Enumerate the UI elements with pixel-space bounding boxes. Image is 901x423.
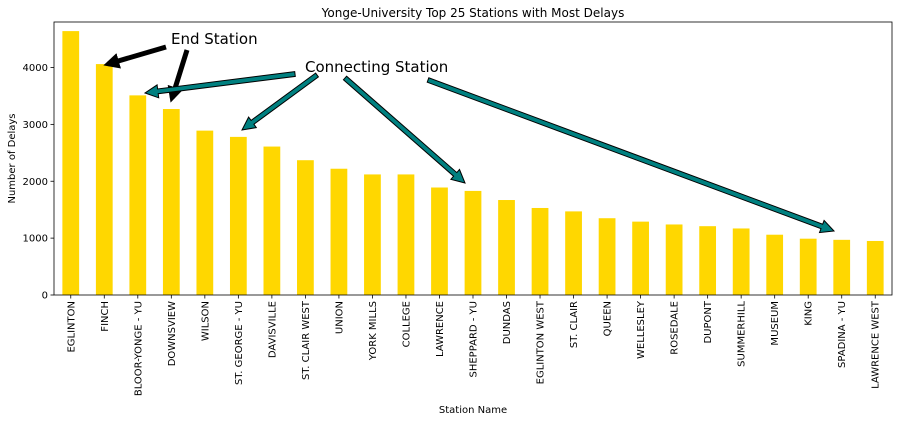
y-tick-label: 2000 (23, 177, 48, 188)
bar-st-clair-west (297, 160, 314, 295)
bar-king (799, 238, 817, 295)
bar-st-clair (565, 211, 582, 295)
bar-finch (95, 64, 113, 295)
x-tick-label: LAWRENCE WEST (871, 300, 882, 389)
x-tick-label: WELLESLEY (636, 300, 647, 359)
annotation-arrow-sheppard-yu (342, 75, 466, 184)
annotation-arrow-spadina-yu (426, 77, 836, 234)
x-tick-label: ST. GEORGE - YU (234, 301, 245, 385)
x-tick-label: BLOOR-YONGE - YU (133, 301, 144, 396)
annotation-arrow-st-george-yu (241, 72, 320, 131)
x-tick-label: ST. CLAIR (569, 301, 580, 348)
bar-st-george-yu (229, 136, 247, 295)
bar-union (330, 168, 348, 295)
x-tick-label: DUNDAS (502, 301, 513, 344)
bar-lawrence-west (866, 240, 884, 295)
x-tick-label: DUPONT (703, 300, 714, 343)
x-axis-label: Station Name (439, 405, 507, 416)
bars-layer (62, 31, 884, 296)
y-tick-label: 3000 (23, 120, 48, 131)
annotation-arrow-bloor-yonge-yu (143, 71, 296, 99)
x-tick-label: ROSEDALE (670, 301, 681, 355)
y-axis-label: Number of Delays (7, 113, 18, 203)
x-tick-label: DAVISVILLE (267, 301, 278, 358)
annotation-arrow-finch (103, 44, 167, 69)
annotation-connecting-station: Connecting Station (305, 58, 448, 76)
x-tick-label: EGLINTON (66, 301, 77, 353)
bar-queen (598, 218, 616, 295)
bar-museum (766, 234, 784, 295)
bar-summerhill (732, 228, 750, 295)
annotations-layer (103, 44, 836, 234)
bar-york-mills (364, 174, 381, 295)
x-tick-label: LAWRENCE (435, 301, 446, 357)
x-tick-label: KING (804, 301, 815, 326)
bar-eglinton (62, 31, 80, 295)
bar-sheppard-yu (464, 190, 482, 295)
y-tick-label: 0 (42, 291, 48, 302)
bar-college (397, 174, 415, 295)
bar-eglinton-west (531, 207, 549, 295)
y-tick-label: 1000 (23, 234, 48, 245)
x-tick-label: SHEPPARD - YU (469, 301, 480, 378)
bar-bloor-yonge-yu (129, 95, 147, 296)
annotation-end-station: End Station (171, 30, 258, 48)
bar-davisville (263, 146, 281, 295)
x-tick-label: UNION (334, 301, 345, 334)
bar-spadina-yu (833, 239, 851, 295)
axes-layer: 0 1000 2000 3000 4000 EGLINTON FINCH BLOOR-YONG… (23, 21, 893, 396)
chart-title: Yonge-University Top 25 Stations with Mo… (321, 6, 625, 20)
x-tick-label: ST. CLAIR WEST (301, 300, 312, 380)
x-tick-label: FINCH (100, 301, 111, 332)
x-tick-label: COLLEGE (401, 301, 412, 347)
y-tick-label: 4000 (23, 63, 48, 74)
x-tick-label: SUMMERHILL (737, 301, 748, 367)
bar-dundas (498, 200, 515, 295)
x-tick-label: WILSON (200, 301, 211, 341)
x-tick-label: YORK MILLS (368, 301, 379, 361)
bar-downsview (162, 109, 180, 296)
bar-wellesley (632, 221, 649, 295)
bar-rosedale (665, 224, 683, 295)
x-tick-label: EGLINTON WEST (536, 300, 547, 384)
x-tick-label: SPADINA - YU (837, 301, 848, 368)
x-tick-label: MUSEUM (770, 301, 781, 346)
bar-dupont (699, 226, 717, 295)
bar-wilson (196, 130, 214, 295)
x-tick-label: DOWNSVIEW (167, 301, 178, 366)
x-tick-label: QUEEN (603, 301, 614, 336)
bar-lawrence (431, 187, 448, 295)
